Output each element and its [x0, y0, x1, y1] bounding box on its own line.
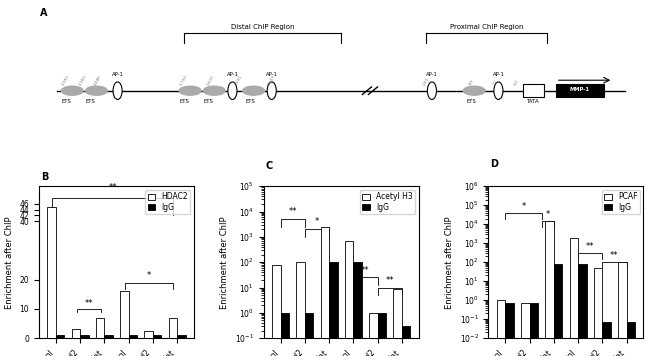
Bar [521, 303, 530, 356]
Bar [153, 335, 161, 338]
Text: **: ** [289, 207, 297, 216]
Bar [144, 331, 153, 338]
Bar [105, 335, 113, 338]
Legend: PCAF, IgG: PCAF, IgG [602, 190, 640, 214]
Text: -1993: -1993 [62, 74, 71, 86]
Bar [554, 264, 562, 356]
Text: B: B [41, 172, 48, 182]
Legend: HDAC2, IgG: HDAC2, IgG [145, 190, 190, 214]
Y-axis label: Enrichment after ChIP: Enrichment after ChIP [445, 216, 454, 309]
Text: AP-1: AP-1 [426, 72, 438, 77]
Bar [120, 292, 129, 338]
Text: C: C [266, 161, 273, 171]
Text: *: * [147, 272, 151, 281]
Bar [47, 207, 56, 338]
Bar [281, 313, 289, 356]
Text: -1631: -1631 [207, 74, 216, 86]
Bar [603, 322, 611, 356]
Ellipse shape [228, 82, 237, 99]
Text: *: * [521, 201, 526, 211]
Text: A: A [40, 8, 47, 18]
Bar [627, 322, 635, 356]
Text: -1960: -1960 [78, 74, 87, 86]
Ellipse shape [494, 82, 503, 99]
Text: AP-1: AP-1 [112, 72, 124, 77]
Bar [320, 227, 329, 356]
Circle shape [61, 86, 83, 95]
Bar [345, 241, 354, 356]
Text: ETS: ETS [179, 99, 189, 104]
Y-axis label: Enrichment after ChIP: Enrichment after ChIP [220, 216, 229, 309]
Text: TATA: TATA [527, 99, 540, 104]
Bar [305, 313, 313, 356]
Text: MMP-1: MMP-1 [570, 87, 590, 92]
Text: -1601: -1601 [234, 74, 243, 86]
Bar [56, 335, 64, 338]
Text: -1703: -1703 [179, 74, 188, 86]
Bar [80, 335, 88, 338]
Text: D: D [491, 159, 499, 169]
Circle shape [203, 86, 225, 95]
Legend: Acetyl H3, IgG: Acetyl H3, IgG [360, 190, 415, 214]
Bar [530, 303, 538, 356]
Bar [594, 268, 603, 356]
Text: ETS: ETS [203, 99, 213, 104]
Text: **: ** [361, 266, 370, 274]
Text: -1507: -1507 [267, 74, 276, 86]
Bar [354, 262, 362, 356]
FancyBboxPatch shape [556, 84, 604, 97]
Bar [497, 300, 506, 356]
Bar [618, 262, 627, 356]
Bar [296, 262, 305, 356]
Y-axis label: Enrichment after ChIP: Enrichment after ChIP [5, 216, 14, 309]
Circle shape [242, 86, 265, 95]
Bar [329, 262, 337, 356]
Bar [96, 318, 105, 338]
Ellipse shape [113, 82, 122, 99]
Bar [393, 289, 402, 356]
Text: -1886: -1886 [94, 74, 103, 86]
Bar [369, 313, 378, 356]
Text: AP-1: AP-1 [226, 72, 239, 77]
Ellipse shape [267, 82, 276, 99]
Circle shape [179, 86, 201, 95]
Bar [545, 221, 554, 356]
Text: -89: -89 [468, 78, 474, 86]
Text: ETS: ETS [61, 99, 71, 104]
Circle shape [86, 86, 107, 95]
Circle shape [463, 86, 485, 95]
Bar [506, 303, 514, 356]
Text: -181: -181 [422, 76, 430, 86]
Bar [378, 313, 386, 356]
Text: ETS: ETS [246, 99, 255, 104]
Ellipse shape [428, 82, 436, 99]
Text: **: ** [385, 276, 394, 285]
Text: *: * [315, 218, 319, 226]
Bar [72, 329, 80, 338]
Bar [177, 335, 185, 338]
Bar [168, 318, 177, 338]
Text: **: ** [586, 242, 595, 251]
Text: Distal ChIP Region: Distal ChIP Region [231, 25, 294, 30]
Text: -52: -52 [513, 78, 520, 86]
Bar [578, 264, 586, 356]
Text: ETS: ETS [85, 99, 96, 104]
FancyBboxPatch shape [523, 84, 544, 97]
Bar [402, 326, 410, 356]
Text: ETS: ETS [466, 99, 476, 104]
Text: -72: -72 [492, 78, 499, 86]
Text: *: * [546, 210, 550, 219]
Text: **: ** [610, 251, 619, 260]
Text: Proximal ChIP Region: Proximal ChIP Region [450, 25, 523, 30]
Bar [129, 335, 137, 338]
Text: **: ** [109, 183, 117, 192]
Bar [272, 265, 281, 356]
Bar [569, 237, 578, 356]
Text: **: ** [84, 299, 93, 308]
Text: AP-1: AP-1 [266, 72, 278, 77]
Text: AP-1: AP-1 [493, 72, 504, 77]
